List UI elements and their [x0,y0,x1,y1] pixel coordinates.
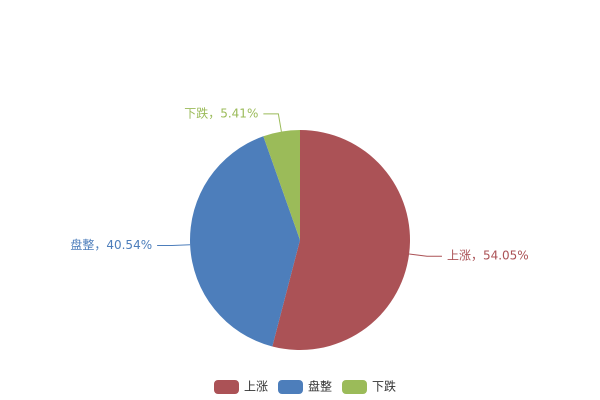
legend-label[interactable]: 下跌 [372,379,396,394]
data-label: 盘整，40.54% [70,237,152,252]
legend-swatch[interactable] [342,380,367,394]
pie-slice[interactable] [190,136,300,347]
pie-slice[interactable] [272,130,411,350]
data-label: 下跌，5.41% [184,105,258,120]
legend-label[interactable]: 上涨 [244,379,268,394]
legend-label[interactable]: 盘整 [308,379,332,394]
leader-line [157,244,191,246]
data-label: 上涨，54.05% [447,248,529,263]
leader-line [409,253,442,257]
legend-swatch[interactable] [214,380,239,394]
pie-slice[interactable] [263,130,300,240]
legend-swatch[interactable] [278,380,303,394]
leader-line [263,113,282,132]
